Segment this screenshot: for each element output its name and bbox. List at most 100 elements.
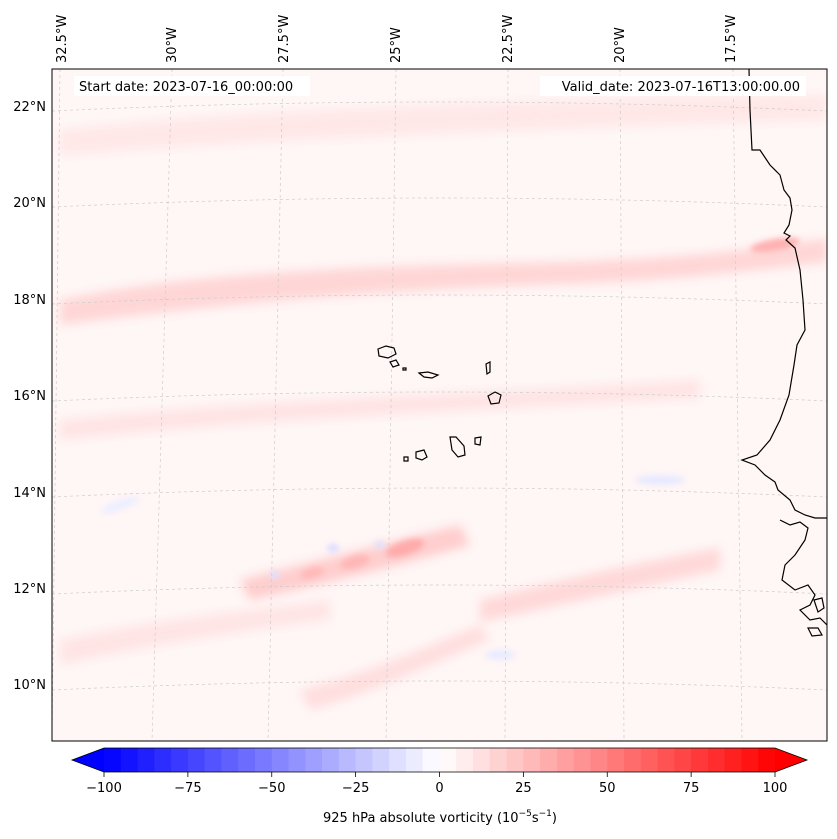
meridian-32-5w [52,69,61,741]
vorticity-field [60,95,827,710]
island-santa-luzia [402,367,407,371]
meridian-22-5w [504,69,509,741]
lon-label: 25°W [389,27,404,63]
colorbar-segment [221,748,239,772]
colorbar-tick-label: 25 [515,781,532,796]
colorbar-label-exp2: −1 [539,809,552,819]
colorbar-segment [674,748,692,772]
latitude-labels: 22°N 20°N 18°N 16°N 14°N 12°N 10°N [13,100,46,693]
vorticity-min-6 [101,496,139,514]
colorbar-segment [489,748,508,772]
parallel-10n [52,680,827,691]
island-sao-vicente [389,359,400,368]
colorbar-tick-label: 75 [683,781,700,796]
colorbar-segment [372,748,390,772]
meridian-17-5w [732,69,743,741]
colorbar-segment [741,748,759,772]
colorbar-segment [405,748,424,772]
colorbar-label-exp1: −5 [519,809,532,819]
colorbar-tick-label: −25 [342,781,369,796]
colorbar-segment [573,748,592,772]
colorbar-label-mid: s [532,811,539,826]
colorbar-segments [104,748,776,772]
meridian-27-5w [267,69,284,741]
map-frame [51,68,828,742]
vorticity-max-1 [385,538,425,558]
colorbar-segment [758,748,776,772]
parallel-12n [52,584,827,595]
colorbar-segment [590,748,608,772]
colorbar-segment [456,748,474,772]
colorbar-segment [473,748,491,772]
lon-label: 22.5°W [501,15,516,63]
colorbar-segment [624,748,642,772]
graticule [52,69,827,741]
colorbar-label: 925 hPa absolute vorticity (10−5s−1) [323,809,557,826]
colorbar-segment [288,748,306,772]
colorbar-tick-label: 100 [763,781,788,796]
parallel-14n [52,487,827,498]
colorbar-label-main: 925 hPa absolute vorticity (10 [323,811,519,826]
island-santiago [449,436,466,458]
colorbar-segment [305,748,323,772]
lon-label: 27.5°W [277,15,292,63]
meridian-25w [385,69,397,741]
colorbar-ticks: −100 −75 −50 −25 0 25 50 75 100 [86,772,787,796]
colorbar-segment [187,748,206,772]
vorticity-min-4 [635,475,685,485]
lon-label: 17.5°W [724,15,739,63]
colorbar-extend-max [775,748,807,772]
parallel-22n [52,101,827,112]
longitude-labels: 32.5°W 30°W 27.5°W 25°W 22.5°W 20°W 17.5… [55,15,739,63]
lat-label: 18°N [13,293,46,308]
colorbar-segment [640,748,659,772]
colorbar-segment [238,748,256,772]
vorticity-band-south2 [480,548,720,622]
lat-label: 12°N [13,582,46,597]
lon-label: 20°W [613,27,628,63]
west-africa-coastline [740,69,827,637]
colorbar-segment [171,748,189,772]
colorbar-segment [137,748,155,772]
meridian-30w [151,69,173,741]
colorbar-segment [120,748,139,772]
cabo-verde-islands [377,345,502,462]
colorbar: −100 −75 −50 −25 0 25 50 75 100 925 hPa absolute… [70,747,809,826]
colorbar-segment [389,748,407,772]
island-sal [485,361,491,376]
colorbar-segment [338,748,357,772]
colorbar-tick-label: 50 [599,781,616,796]
vorticity-band-west [60,600,330,665]
colorbar-segment [607,748,625,772]
valid-date-box [540,76,806,96]
colorbar-segment [691,748,709,772]
parallel-16n [52,391,827,402]
colorbar-segment [556,748,575,772]
colorbar-segment [724,748,743,772]
colorbar-segment [355,748,374,772]
parallel-18n [52,294,827,305]
vorticity-min-1 [327,544,339,552]
colorbar-tick-label: 0 [435,781,443,796]
island-fogo [415,449,428,461]
island-brava [403,456,409,462]
lon-label: 32.5°W [55,15,70,63]
colorbar-segment [322,748,340,772]
colorbar-segment [254,748,273,772]
vorticity-band-mid [60,380,700,440]
vorticity-band-north [60,238,827,325]
colorbar-segment [523,748,541,772]
colorbar-segment [506,748,524,772]
island-santo-antao [377,345,397,359]
colorbar-segment [104,748,122,772]
start-date-label: Start date: 2023-07-16_00:00:00 [79,80,293,95]
colorbar-segment [439,748,457,772]
island-boa-vista [487,391,502,405]
lat-label: 22°N [13,100,46,115]
vorticity-band-upper [60,95,827,155]
lat-label: 10°N [13,678,46,693]
map-panel [52,69,827,741]
parallel-20n [52,197,827,208]
colorbar-extend-min [72,748,104,772]
